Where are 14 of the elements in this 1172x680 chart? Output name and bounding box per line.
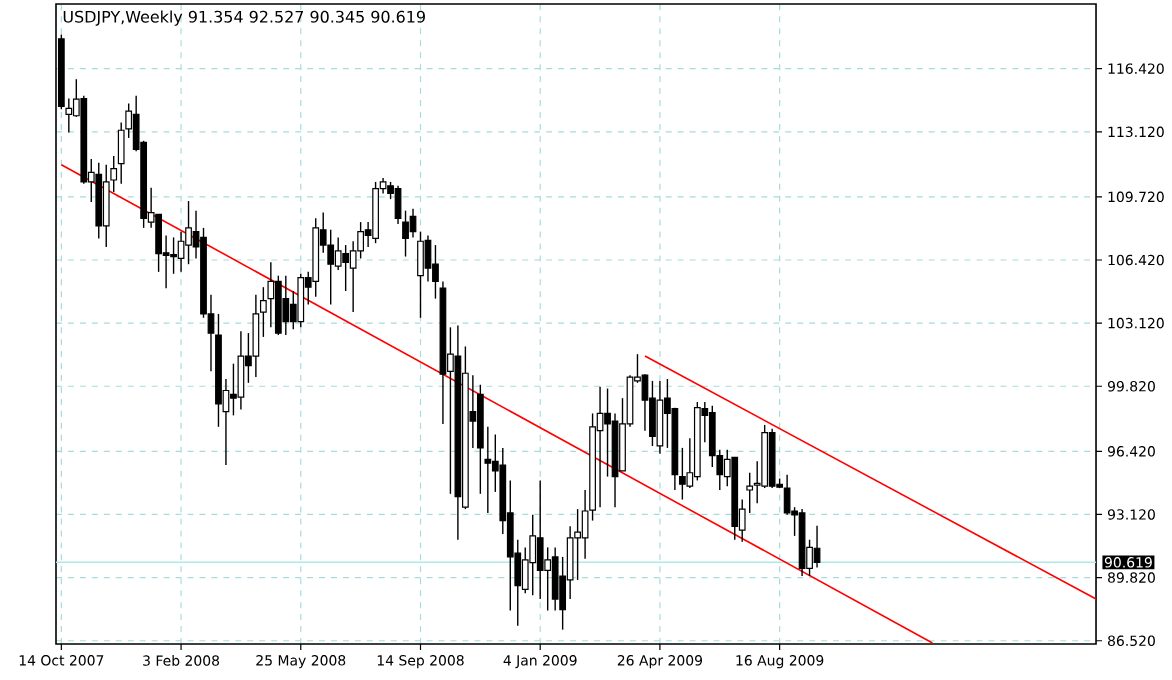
candlestick: [185, 200, 192, 265]
candlestick: [237, 330, 245, 411]
candlestick: [282, 274, 290, 336]
candlestick: [417, 230, 424, 319]
candlestick: [656, 380, 664, 455]
candlestick: [252, 294, 260, 378]
candlestick: [529, 514, 537, 596]
candlestick: [342, 244, 350, 292]
candlestick: [649, 380, 656, 447]
candlestick: [297, 273, 305, 329]
candlestick: [678, 447, 686, 501]
candlestick: [102, 164, 110, 248]
candlestick: [267, 261, 275, 329]
candlestick: [424, 234, 432, 283]
